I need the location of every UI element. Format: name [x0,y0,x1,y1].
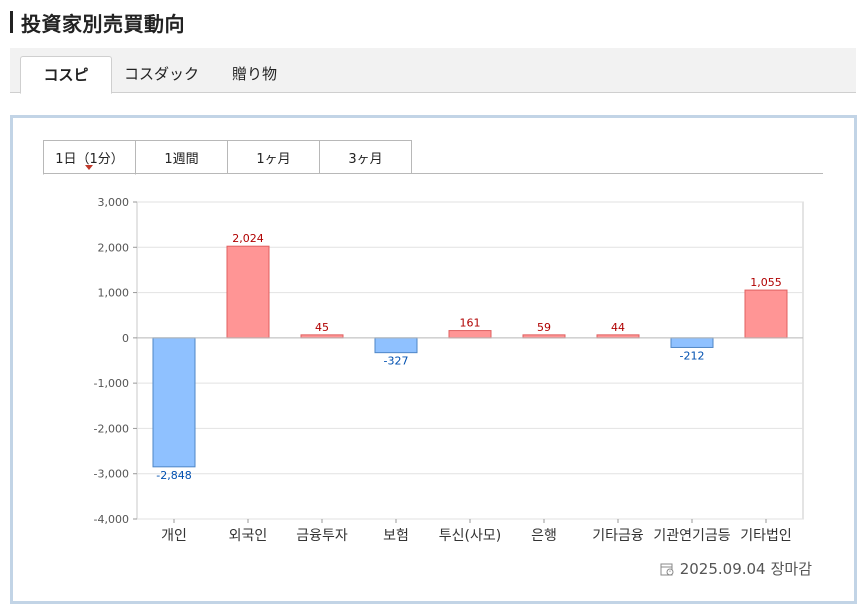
x-tick-label: 기관연기금등 [653,528,730,544]
x-tick-label: 외국인 [229,528,268,544]
calendar-icon [660,563,674,575]
y-tick-label: -4,000 [94,513,129,526]
y-tick-label: 1,000 [98,287,130,300]
x-tick-label: 은행 [531,528,557,544]
tab-period-1week[interactable]: 1週間 [135,140,228,174]
page-header: 投資家別売買動向 [10,8,185,36]
bar-value-label: 59 [537,321,551,334]
y-tick-label: 2,000 [98,241,130,254]
y-tick-label: 0 [122,332,129,345]
bar-value-label: -2,848 [156,469,191,482]
bar [670,337,714,348]
market-close-status: 장마감 [770,560,812,578]
bar-value-label: 44 [611,321,625,334]
market-tabs: コスピ コスダック 贈り物 [10,48,856,94]
y-tick-label: 3,000 [98,196,130,209]
tab-period-1month[interactable]: 1ヶ月 [227,140,320,174]
tab-kosdaq[interactable]: コスダック [124,65,200,83]
x-tick-label: 개인 [161,528,187,544]
tab-futures[interactable]: 贈り物 [232,65,278,83]
market-status: 2025.09.04 장마감 [660,558,812,579]
y-tick-label: -1,000 [94,377,129,390]
y-tick-label: -2,000 [94,422,129,435]
bar [226,245,270,339]
bar [448,330,492,339]
bar-value-label: -212 [680,349,705,362]
x-tick-label: 기타법인 [740,528,792,544]
bar-value-label: -327 [384,355,409,368]
bar-value-label: 1,055 [750,276,782,289]
bar [744,289,788,339]
x-tick-label: 투신(사모) [439,528,501,544]
bar [152,337,196,468]
bar-value-label: 45 [315,321,329,334]
title-marker [10,11,13,33]
y-tick-label: -3,000 [94,468,129,481]
x-tick-label: 금융투자 [296,528,348,544]
x-tick-label: 기타금융 [592,528,644,544]
tab-period-3month[interactable]: 3ヶ月 [319,140,412,174]
investor-bar-chart: 3,000 2,000 1,000 0 -1,000 -2,000 -3,000 -4,000… [94,196,804,544]
bar-value-label: 161 [460,317,481,330]
x-tick-label: 보험 [383,528,409,544]
period-tabs-baseline [43,173,823,174]
page-title: 投資家別売買動向 [21,11,185,36]
chart-panel: 1日（1分） 1週間 1ヶ月 3ヶ月 3,000 2,000 1,000 0 -1,00… [10,115,857,604]
market-date: 2025.09.04 [679,559,766,578]
bar-value-label: 2,024 [232,232,264,245]
active-tab-indicator-icon [85,165,93,170]
tab-kospi[interactable]: コスピ [20,56,112,94]
bar [374,337,418,354]
